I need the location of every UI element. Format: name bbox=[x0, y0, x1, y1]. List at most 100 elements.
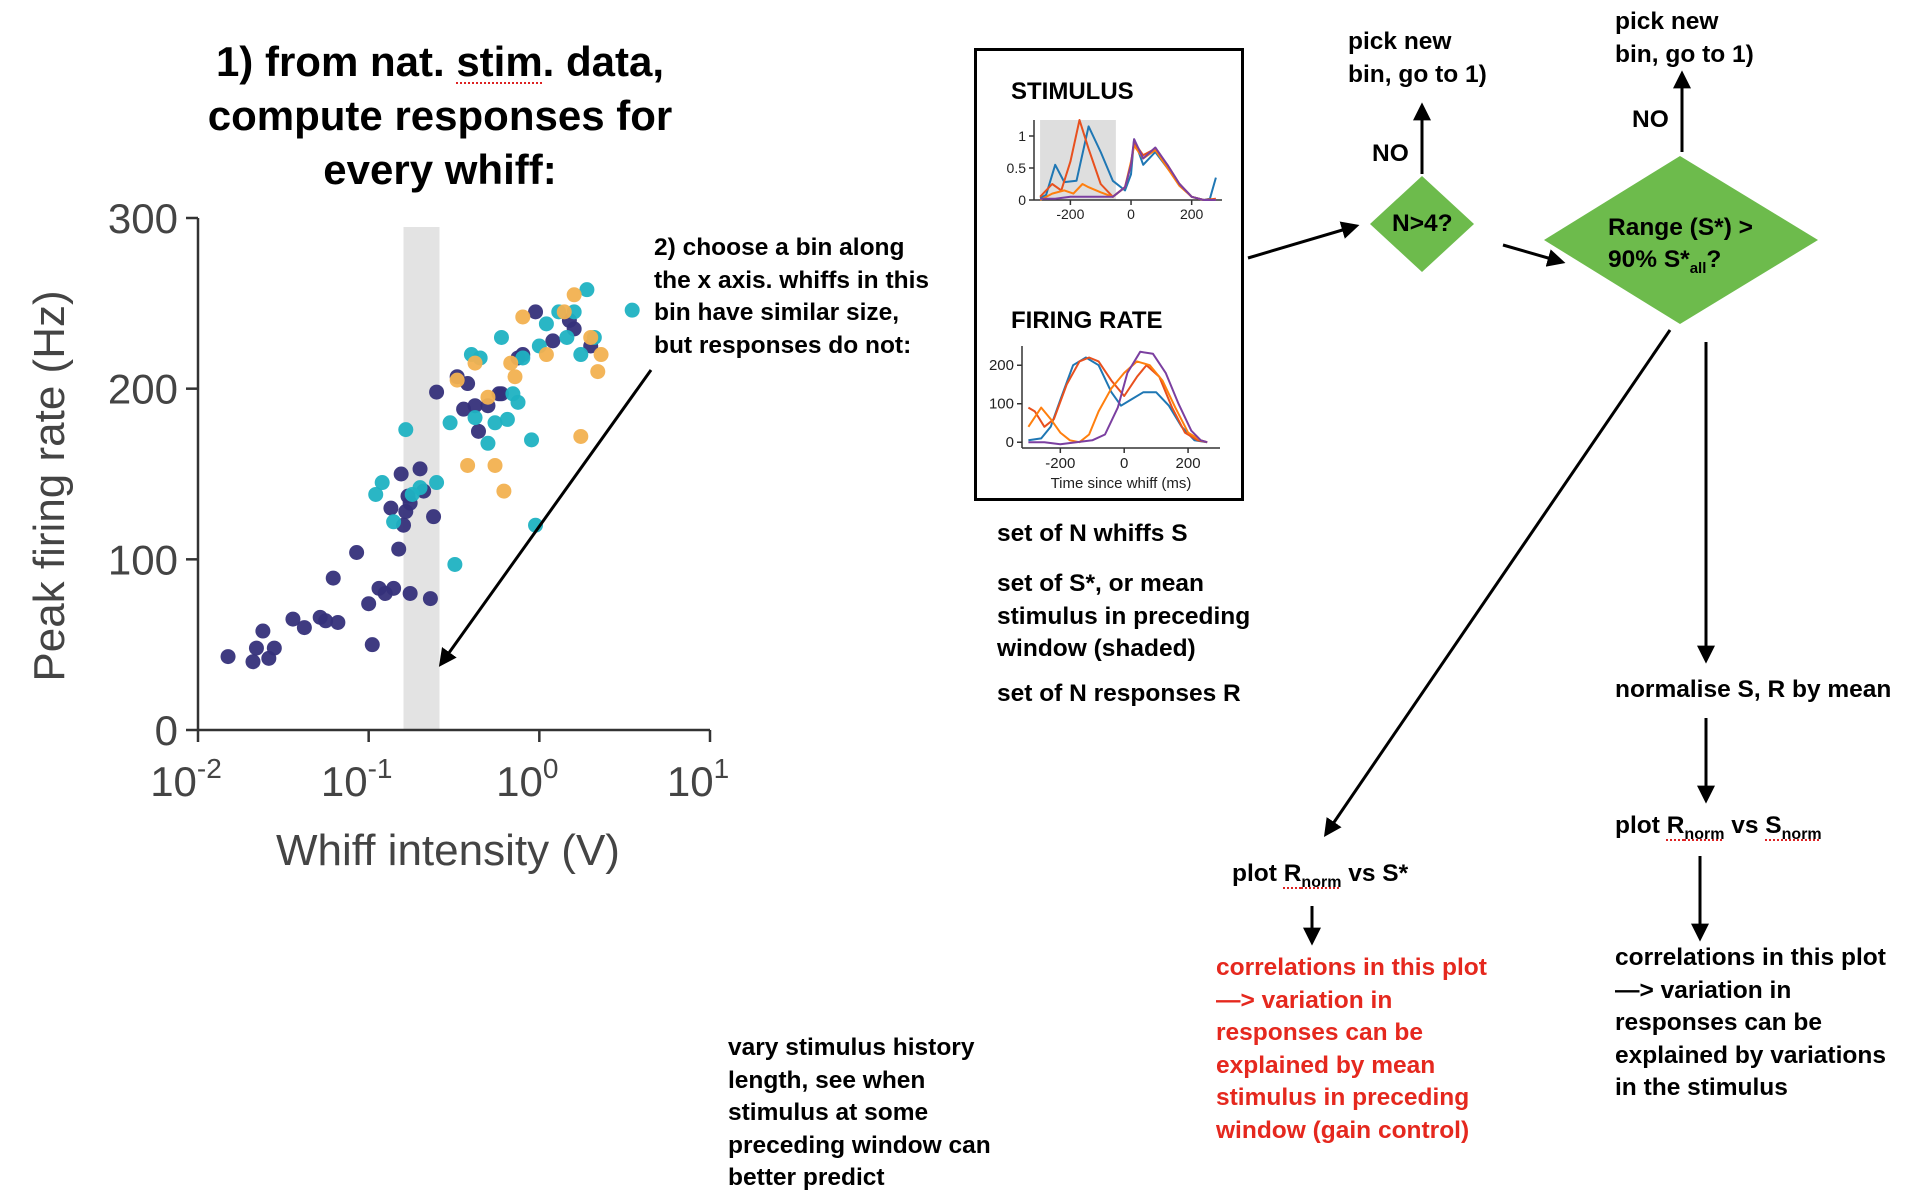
scatter-point bbox=[556, 304, 572, 320]
arrow-bin-note bbox=[438, 369, 653, 667]
plot-right-r-letter: R bbox=[1666, 812, 1685, 839]
scatter-point bbox=[248, 640, 264, 656]
decision-range-q: ? bbox=[1706, 246, 1722, 273]
scatter-chart: 0 100 200 300 10-2 10-1 100 101 Whiff intensity… bbox=[25, 195, 729, 875]
scatter-point bbox=[422, 591, 438, 607]
arrow-range-to-plot-left bbox=[1323, 329, 1672, 837]
scatter-point bbox=[429, 384, 445, 400]
trace-y-tick-label: 0 bbox=[1006, 434, 1014, 451]
scatter-x-tick-label: 10-1 bbox=[321, 753, 393, 805]
scatter-point bbox=[374, 475, 390, 491]
scatter-point bbox=[318, 613, 334, 629]
trace-x-tick-label: 0 bbox=[1127, 206, 1135, 222]
scatter-point bbox=[368, 486, 384, 502]
scatter-y-tick-label: 200 bbox=[108, 366, 178, 413]
scatter-point bbox=[496, 483, 512, 499]
scatter-point bbox=[515, 309, 531, 325]
plot-left-r: Rnorm bbox=[1284, 860, 1342, 891]
plot-right-s-letter: S bbox=[1765, 812, 1782, 839]
trace-y-tick-label: 1 bbox=[1018, 128, 1026, 144]
trace-x-tick-label: -200 bbox=[1056, 206, 1084, 222]
decision-range-line-1: Range (S*) > bbox=[1608, 214, 1753, 241]
trace-x-tick-label: -200 bbox=[1045, 455, 1075, 472]
plot-right-start: plot bbox=[1615, 812, 1667, 839]
arrow-n4-to-range bbox=[1502, 243, 1566, 267]
scatter-point bbox=[398, 422, 414, 438]
trace-y-tick-label: 0.5 bbox=[1007, 160, 1027, 176]
scatter-point bbox=[559, 329, 575, 345]
scatter-point bbox=[507, 369, 523, 385]
scatter-point bbox=[493, 329, 509, 345]
bin-note: 2) choose a bin along the x axis. whiffs… bbox=[654, 234, 930, 359]
pick-new-bin-1: pick new bin, go to 1) bbox=[1348, 28, 1487, 88]
scatter-point bbox=[538, 316, 554, 332]
decision-n-gt-4 bbox=[1370, 176, 1474, 272]
vary-history-text: vary stimulus history length, see when s… bbox=[728, 1034, 991, 1191]
trace-x-axis-label: Time since whiff (ms) bbox=[1051, 475, 1192, 492]
scatter-point bbox=[493, 386, 509, 402]
scatter-point bbox=[624, 302, 640, 318]
stimulus-label: STIMULUS bbox=[1011, 78, 1134, 105]
decision-range-line-2: 90% S*all? bbox=[1608, 244, 1753, 285]
scatter-point bbox=[325, 570, 341, 586]
scatter-point bbox=[503, 355, 519, 371]
scatter-point bbox=[456, 401, 472, 417]
title-line-2: compute responses for bbox=[207, 92, 673, 139]
trace-x-tick-label: 0 bbox=[1120, 455, 1128, 472]
decision-range-sub: all bbox=[1689, 259, 1707, 277]
plot-left-text: plot Rnorm vs S* bbox=[1232, 860, 1408, 892]
scatter-x-tick-label: 101 bbox=[667, 753, 729, 805]
plot-left-r-sub: norm bbox=[1301, 873, 1342, 891]
title-line-1-start: 1) from nat. bbox=[215, 38, 457, 85]
scatter-point bbox=[573, 428, 589, 444]
set-n-whiffs-text: set of N whiffs S bbox=[997, 520, 1188, 547]
scatter-point bbox=[412, 480, 428, 496]
scatter-point bbox=[579, 282, 595, 298]
scatter-point bbox=[524, 432, 540, 448]
scatter-point bbox=[330, 614, 346, 630]
scatter-point bbox=[285, 611, 301, 627]
title-stim-word: stim bbox=[456, 38, 543, 85]
scatter-point bbox=[349, 545, 365, 561]
title-line-1: 1) from nat. stim. data, bbox=[140, 35, 740, 89]
trace-line bbox=[1027, 360, 1208, 444]
decision-range-text: Range (S*) > 90% S*all? bbox=[1608, 212, 1753, 285]
correlation-note-left: correlations in this plot —> variation i… bbox=[1216, 954, 1487, 1144]
correlation-note-right: correlations in this plot —> variation i… bbox=[1615, 944, 1886, 1101]
trace-line bbox=[1040, 138, 1216, 201]
scatter-point bbox=[391, 541, 407, 557]
arrow-box-to-n4 bbox=[1247, 221, 1360, 260]
scatter-point bbox=[429, 475, 445, 491]
scatter-point bbox=[545, 333, 561, 349]
stimulus-trace-chart: 0 0.5 1 -200 0 200 bbox=[1007, 119, 1222, 222]
plot-left-end: vs S* bbox=[1341, 860, 1409, 887]
title-line-1-end: . data, bbox=[542, 38, 665, 85]
scatter-point bbox=[402, 585, 418, 601]
no-label-2: NO bbox=[1632, 106, 1669, 133]
trace-line bbox=[1027, 356, 1208, 444]
firing-rate-label: FIRING RATE bbox=[1011, 307, 1163, 334]
scatter-point bbox=[480, 389, 496, 405]
trace-y-tick-label: 200 bbox=[989, 357, 1014, 374]
firing-rate-trace-chart: 0 100 200 -200 0 200 Time since whiff (ms) bbox=[989, 346, 1220, 492]
scatter-point bbox=[590, 364, 606, 380]
set-s-star-text: set of S*, or mean stimulus in preceding… bbox=[997, 570, 1251, 662]
trace-line bbox=[1028, 350, 1208, 446]
scatter-point bbox=[467, 355, 483, 371]
scatter-point bbox=[364, 637, 380, 653]
scatter-point bbox=[266, 640, 282, 656]
scatter-point bbox=[296, 620, 312, 636]
plot-right-r-sub: norm bbox=[1684, 825, 1725, 843]
scatter-point bbox=[220, 649, 236, 665]
decision-n-gt-4-text: N>4? bbox=[1392, 210, 1453, 237]
scatter-y-tick-label: 0 bbox=[155, 707, 178, 754]
scatter-point bbox=[383, 500, 399, 516]
scatter-point bbox=[449, 372, 465, 388]
scatter-point bbox=[460, 457, 476, 473]
scatter-point bbox=[583, 329, 599, 345]
page-title: 1) from nat. stim. data, compute respons… bbox=[140, 35, 740, 197]
scatter-point bbox=[480, 435, 496, 451]
trace-x-tick-label: 200 bbox=[1176, 455, 1201, 472]
title-line-3: every whiff: bbox=[323, 146, 557, 193]
scatter-point bbox=[515, 350, 531, 366]
